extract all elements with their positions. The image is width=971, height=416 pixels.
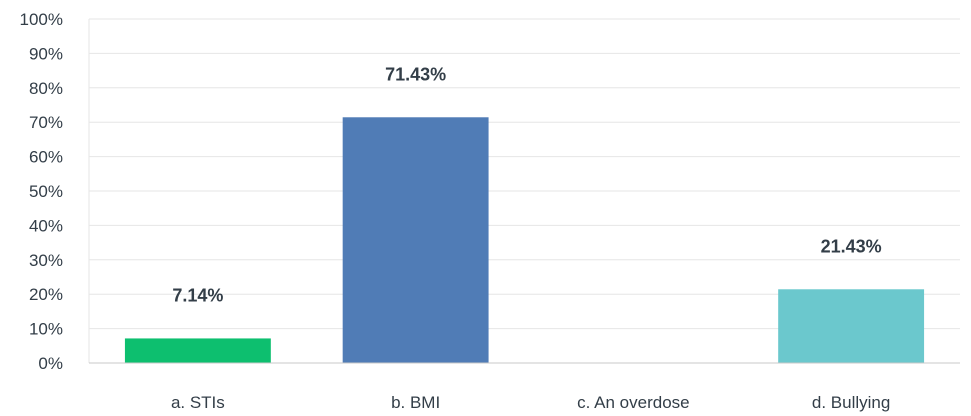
y-tick-label: 70% <box>29 113 63 132</box>
data-label: 71.43% <box>385 64 446 84</box>
y-tick-label: 30% <box>29 251 63 270</box>
bar <box>124 338 271 363</box>
data-labels: 7.14% 71.43% 21.43% <box>172 64 881 305</box>
y-tick-label: 60% <box>29 148 63 167</box>
y-tick-label: 10% <box>29 320 63 339</box>
bar <box>342 117 489 364</box>
y-tick-label: 0% <box>38 354 63 373</box>
x-axis-category-labels: a. STIs b. BMI c. An overdose d. Bullying <box>171 393 890 412</box>
y-tick-label: 90% <box>29 44 63 63</box>
data-label: 7.14% <box>172 285 223 305</box>
x-category-label: b. BMI <box>391 393 440 412</box>
y-axis-tick-labels: 0% 10% 20% 30% 40% 50% 60% 70% 80% 90% 100% <box>20 10 63 373</box>
x-category-label: c. An overdose <box>577 393 689 412</box>
y-tick-label: 40% <box>29 216 63 235</box>
gridlines <box>88 18 960 363</box>
y-tick-label: 80% <box>29 79 63 98</box>
y-tick-label: 100% <box>20 10 63 29</box>
y-tick-label: 50% <box>29 182 63 201</box>
x-category-label: a. STIs <box>171 393 225 412</box>
bars <box>124 117 925 364</box>
data-label: 21.43% <box>821 236 882 256</box>
x-category-label: d. Bullying <box>812 393 890 412</box>
y-tick-label: 20% <box>29 285 63 304</box>
bar <box>778 289 925 363</box>
